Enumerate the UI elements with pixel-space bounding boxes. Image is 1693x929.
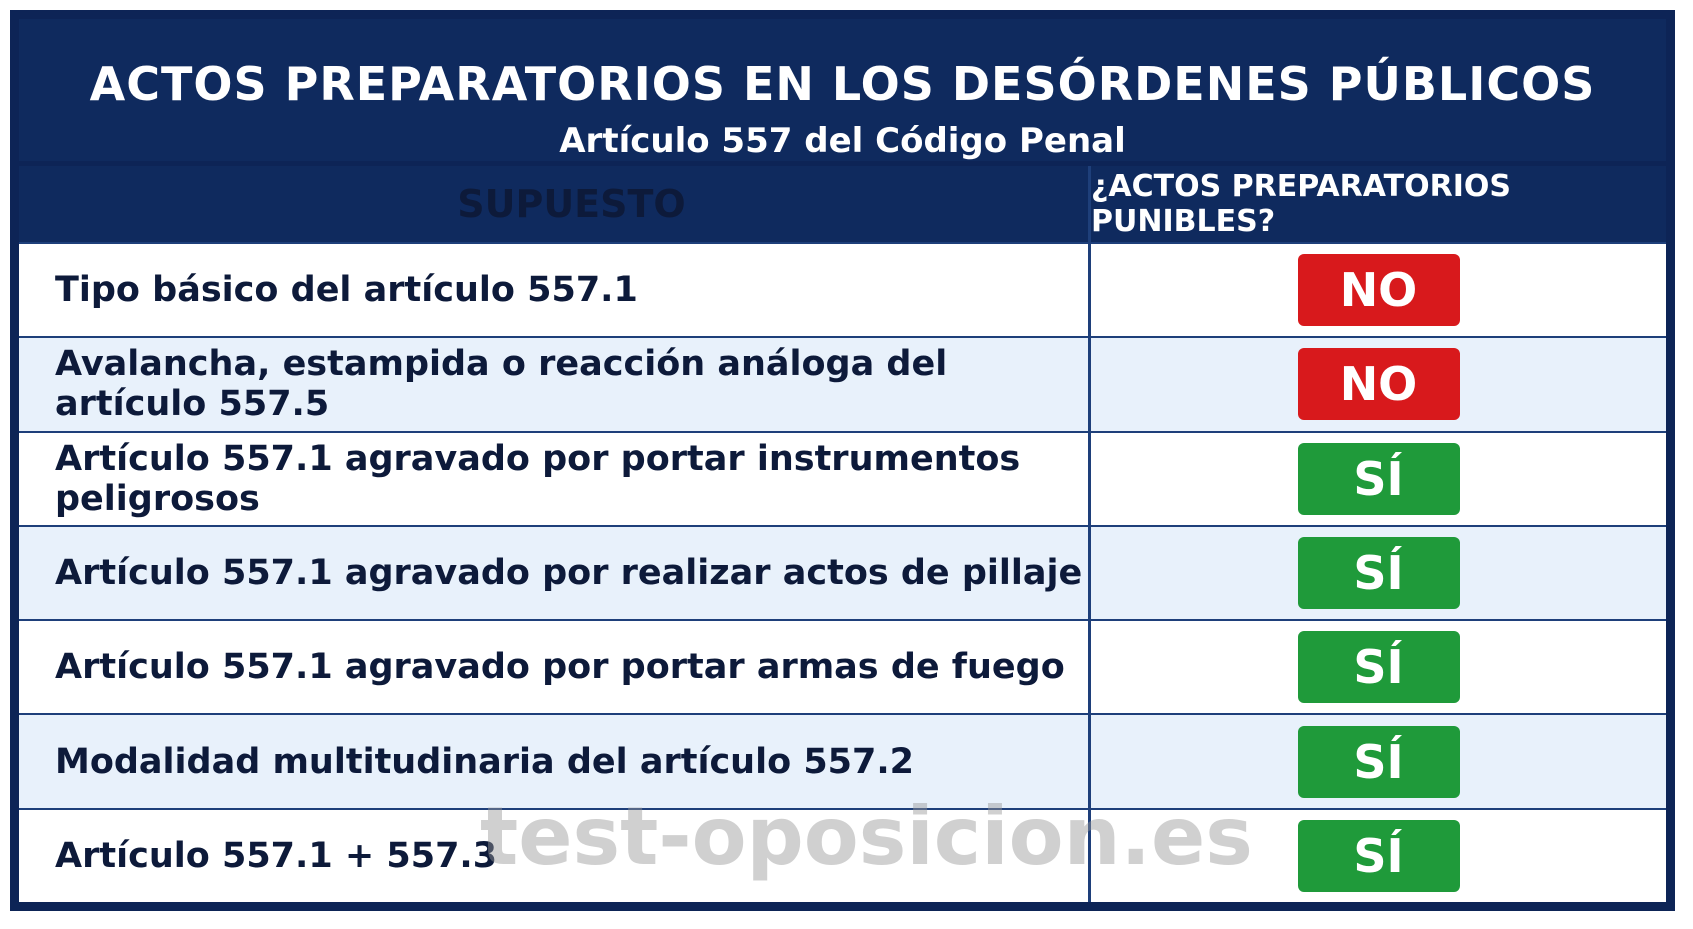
case-cell: Artículo 557.1 agravado por portar instr… — [19, 432, 1091, 525]
case-cell: Artículo 557.1 agravado por realizar act… — [19, 526, 1091, 620]
table-row: Artículo 557.1 + 557.3 SÍ — [19, 809, 1666, 902]
header-row: SUPUESTO ¿ACTOS PREPARATORIOS PUNIBLES? — [19, 166, 1666, 244]
table: SUPUESTO ¿ACTOS PREPARATORIOS PUNIBLES? … — [19, 166, 1666, 902]
table-row: Artículo 557.1 agravado por realizar act… — [19, 526, 1666, 622]
answer-badge: SÍ — [1297, 725, 1460, 798]
table-row: Artículo 557.1 agravado por portar instr… — [19, 432, 1666, 527]
answer-badge: SÍ — [1297, 536, 1460, 609]
answer-badge: SÍ — [1297, 631, 1460, 704]
title: ACTOS PREPARATORIOS EN LOS DESÓRDENES PÚ… — [89, 57, 1596, 111]
subtitle: Artículo 557 del Código Penal — [559, 121, 1126, 161]
answer-cell: SÍ — [1091, 715, 1666, 807]
column-header: SUPUESTO — [19, 166, 1091, 242]
answer-cell: SÍ — [1091, 433, 1666, 525]
case-cell: Avalancha, estampida o reacción análoga … — [19, 338, 1091, 431]
answer-cell: NO — [1091, 338, 1666, 430]
answer-badge: SÍ — [1297, 819, 1460, 892]
answer-cell: NO — [1091, 244, 1666, 336]
answer-cell: SÍ — [1091, 810, 1666, 902]
case-cell: Tipo básico del artículo 557.1 — [19, 244, 1091, 337]
table-row: Avalancha, estampida o reacción análoga … — [19, 338, 1666, 433]
case-cell: Artículo 557.1 + 557.3 — [19, 809, 1091, 902]
case-cell: Artículo 557.1 agravado por portar armas… — [19, 621, 1091, 714]
table-row: Tipo básico del artículo 557.1 NO — [19, 244, 1666, 339]
answer-cell: SÍ — [1091, 621, 1666, 713]
table-row: Artículo 557.1 agravado por portar armas… — [19, 621, 1666, 716]
frame: ACTOS PREPARATORIOS EN LOS DESÓRDENES PÚ… — [10, 10, 1675, 911]
column-header: ¿ACTOS PREPARATORIOS PUNIBLES? — [1091, 169, 1512, 239]
title-box: ACTOS PREPARATORIOS EN LOS DESÓRDENES PÚ… — [19, 19, 1666, 161]
answer-cell: SÍ — [1091, 527, 1666, 619]
table-row: Modalidad multitudinaria del artículo 55… — [19, 715, 1666, 810]
answer-badge: NO — [1297, 254, 1460, 327]
answer-badge: SÍ — [1297, 442, 1460, 515]
answer-badge: NO — [1297, 348, 1460, 421]
case-cell: Modalidad multitudinaria del artículo 55… — [19, 715, 1091, 808]
